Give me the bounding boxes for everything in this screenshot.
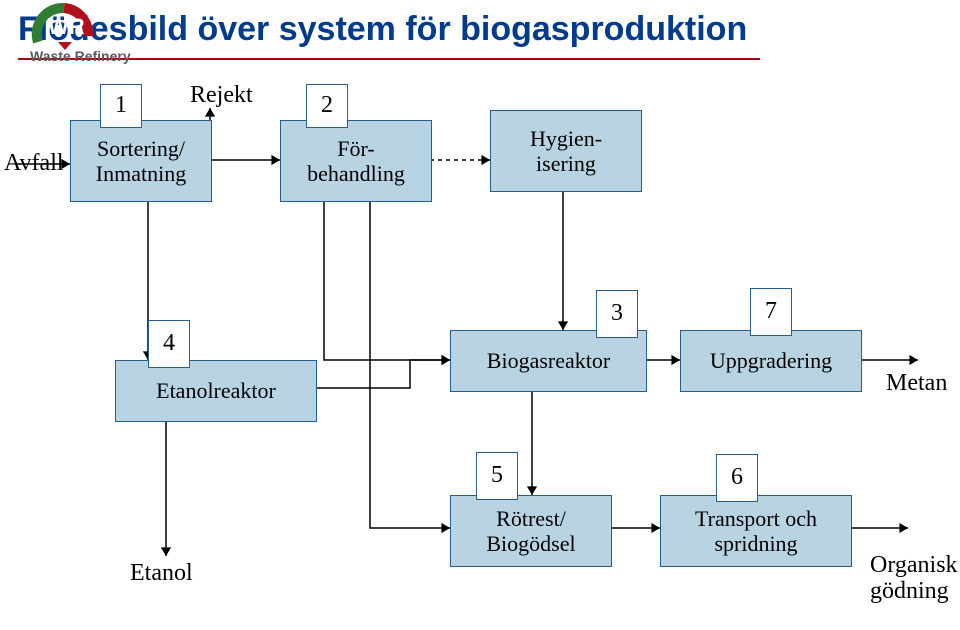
edge-for-hyg-arrow: [481, 155, 490, 165]
edge-bio-upp-arrow: [671, 355, 680, 365]
edge-etre-bio-arrow: [441, 355, 450, 365]
label-etanol: Etanol: [130, 560, 193, 586]
label-avfall: Avfall: [4, 150, 64, 176]
num-n5: 5: [476, 452, 518, 500]
num-n1: 1: [100, 84, 142, 128]
edge-etre-bio: [315, 360, 450, 388]
edge-tra-org-arrow: [899, 523, 908, 533]
label-rejekt: Rejekt: [190, 82, 253, 108]
node-forbeh: För- behandling: [280, 120, 432, 202]
num-n6: 6: [716, 454, 758, 502]
edge-for-down-bio: [324, 200, 450, 360]
node-etanolreakt: Etanolreaktor: [115, 360, 317, 422]
node-rotrest: Rötrest/ Biogödsel: [450, 495, 612, 567]
node-sortering: Sortering/ Inmatning: [70, 120, 212, 202]
edge-upp-met-arrow: [909, 355, 918, 365]
edge-bio-rot-arrow: [527, 486, 537, 495]
num-n4: 4: [148, 320, 190, 368]
node-transport: Transport och spridning: [660, 495, 852, 567]
node-hygien: Hygien- isering: [490, 110, 642, 192]
edge-rot-tra-arrow: [651, 523, 660, 533]
node-biogas: Biogasreaktor: [450, 330, 647, 392]
edge-rejekt-up-arrow: [205, 108, 215, 117]
num-n2: 2: [306, 84, 348, 128]
num-n3: 3: [596, 290, 638, 338]
num-n7: 7: [750, 288, 792, 336]
edge-sort-for-arrow: [271, 155, 280, 165]
label-organ: Organisk gödning: [870, 552, 958, 605]
edge-hyg-bio-arrow: [558, 321, 568, 330]
node-uppgrad: Uppgradering: [680, 330, 862, 392]
label-metan: Metan: [886, 370, 947, 396]
edge-for-down-rot-arrow: [441, 523, 450, 533]
edge-etre-etanol-arrow: [161, 547, 171, 556]
